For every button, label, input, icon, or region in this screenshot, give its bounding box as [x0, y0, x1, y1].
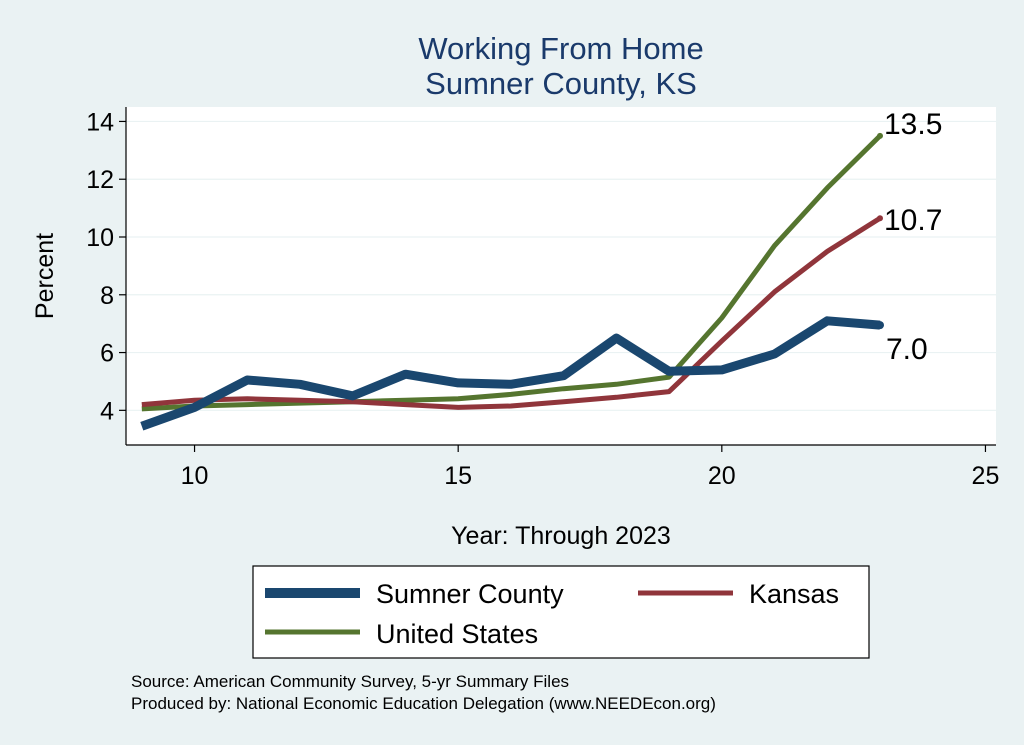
axes — [125, 107, 996, 446]
series-end-marker-sumner-county — [876, 321, 884, 330]
series-line-sumner-county — [140, 316, 881, 431]
chart-title-line-1: Working From Home — [418, 31, 703, 66]
x-tick-label-25: 25 — [972, 462, 1000, 490]
series-end-marker-united-states — [877, 132, 883, 139]
x-ticks: 10 15 20 25 — [181, 445, 1000, 490]
legend-label-kansas: Kansas — [749, 579, 839, 609]
y-tick-label-10: 10 — [86, 224, 114, 252]
legend-label-united-states: United States — [376, 619, 538, 649]
x-tick-label-20: 20 — [708, 462, 736, 490]
y-tick-label-12: 12 — [86, 166, 114, 194]
series-line-united-states — [141, 134, 882, 412]
x-tick-label-10: 10 — [181, 462, 209, 490]
gridlines — [126, 120, 996, 411]
producer-note: Produced by: National Economic Education… — [131, 694, 716, 713]
series-group — [140, 132, 884, 431]
chart-title-line-2: Sumner County, KS — [425, 66, 697, 101]
x-axis-label: Year: Through 2023 — [451, 522, 671, 550]
y-tick-label-8: 8 — [100, 282, 114, 310]
end-labels: 7.0 10.7 13.5 — [884, 108, 942, 366]
y-tick-label-14: 14 — [86, 108, 114, 136]
y-ticks: 4 6 8 10 12 14 — [86, 108, 126, 425]
y-axis-label: Percent — [31, 233, 59, 319]
y-tick-label-4: 4 — [100, 397, 114, 425]
y-tick-label-6: 6 — [100, 340, 114, 368]
x-tick-label-15: 15 — [444, 462, 472, 490]
source-note: Source: American Community Survey, 5-yr … — [131, 672, 569, 691]
series-end-marker-kansas — [877, 215, 883, 222]
series-line-kansas — [141, 216, 882, 410]
legend-box — [252, 565, 870, 659]
end-label-united-states: 13.5 — [884, 108, 942, 141]
end-label-kansas: 10.7 — [884, 204, 942, 237]
legend: Sumner County Kansas United States — [252, 565, 870, 659]
end-label-sumner-county: 7.0 — [886, 333, 928, 366]
plot-area — [126, 107, 996, 445]
legend-label-sumner-county: Sumner County — [376, 579, 564, 609]
